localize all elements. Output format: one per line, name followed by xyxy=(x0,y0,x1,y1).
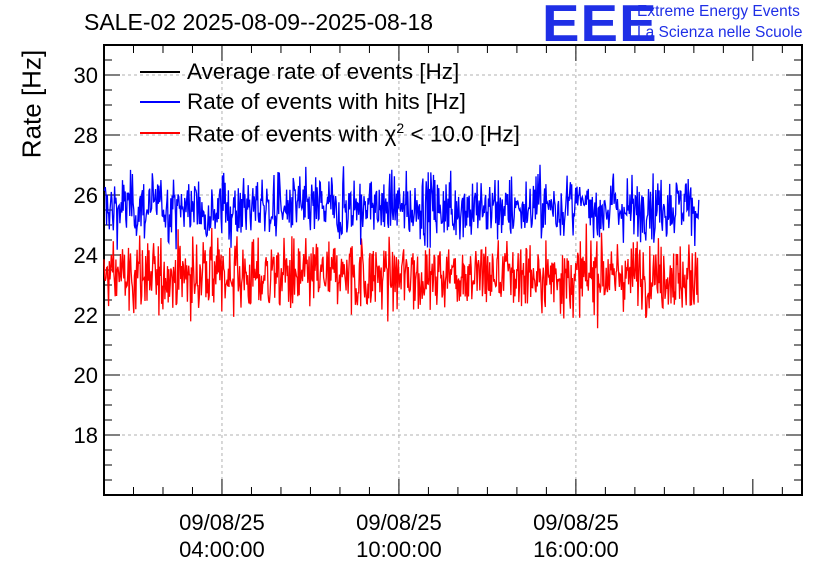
chart-title: SALE-02 2025-08-09--2025-08-18 xyxy=(84,9,434,35)
legend-swatch-black xyxy=(140,71,180,73)
legend-swatch-blue xyxy=(140,101,180,103)
logo-line2: La Scienza nelle Scuole xyxy=(637,24,803,41)
x-tick-label-time: 16:00:00 xyxy=(533,537,619,562)
y-tick-label: 28 xyxy=(74,123,98,148)
y-tick-label: 18 xyxy=(74,423,98,448)
legend-entry-average: Average rate of events [Hz] xyxy=(140,59,580,85)
y-tick-label: 24 xyxy=(74,243,98,268)
x-tick-label-date: 09/08/25 xyxy=(179,510,265,535)
x-tick-label-time: 10:00:00 xyxy=(356,537,442,562)
y-tick-label: 26 xyxy=(74,183,98,208)
y-tick-label: 22 xyxy=(74,303,98,328)
y-tick-label: 30 xyxy=(74,63,98,88)
eee-logo: EEE xyxy=(542,0,658,53)
x-tick-label-date: 09/08/25 xyxy=(533,510,619,535)
series-line-chi2 xyxy=(103,223,699,329)
y-tick-label: 20 xyxy=(74,363,98,388)
legend-label-chi2: Rate of events with χ2 < 10.0 [Hz] xyxy=(187,120,520,147)
x-tick-label-date: 09/08/25 xyxy=(356,510,442,535)
legend-entry-hits: Rate of events with hits [Hz] xyxy=(140,89,580,115)
legend-label-hits: Rate of events with hits [Hz] xyxy=(187,89,466,114)
series-line-hits xyxy=(103,164,700,250)
legend-entry-chi2: Rate of events with χ2 < 10.0 [Hz] xyxy=(140,120,580,147)
legend-label-average: Average rate of events [Hz] xyxy=(187,59,460,84)
legend-swatch-red xyxy=(140,132,180,134)
logo-line1: Extreme Energy Events xyxy=(637,3,800,20)
y-axis-label: Rate [Hz] xyxy=(16,49,47,159)
x-tick-label-time: 04:00:00 xyxy=(179,537,265,562)
